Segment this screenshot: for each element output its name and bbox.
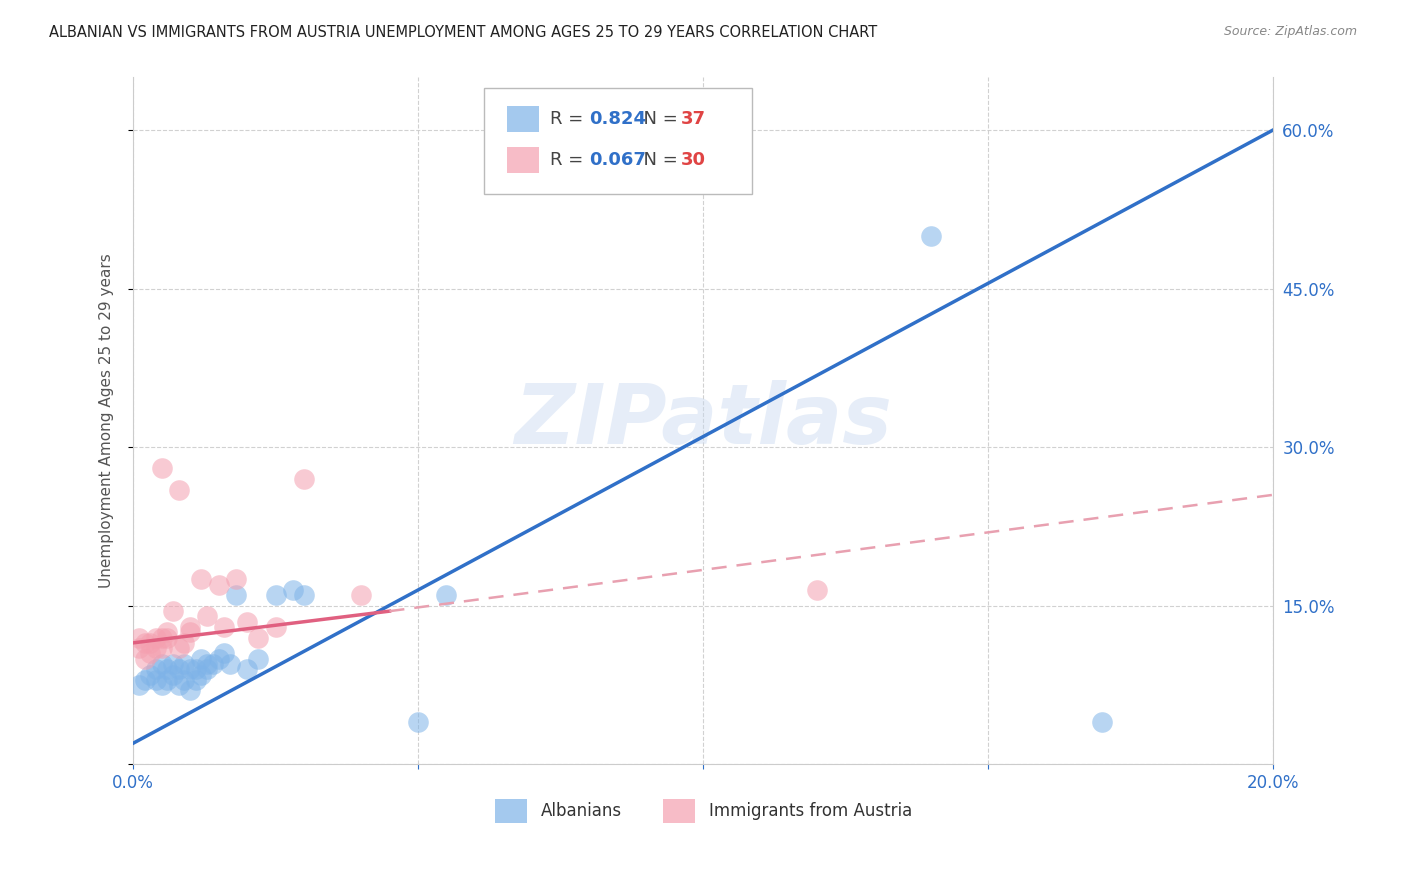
Text: R =: R =: [550, 151, 589, 169]
Point: [134, 651, 156, 665]
Text: 0.824: 0.824: [589, 110, 645, 128]
Point: [179, 683, 201, 698]
Point: [173, 673, 195, 687]
Point: [225, 588, 247, 602]
Point: [150, 641, 173, 656]
Point: [167, 483, 190, 497]
Point: [134, 636, 156, 650]
Point: [350, 588, 373, 602]
Point: [167, 678, 190, 692]
Text: Source: ZipAtlas.com: Source: ZipAtlas.com: [1223, 25, 1357, 38]
Point: [156, 631, 179, 645]
Point: [128, 631, 150, 645]
Point: [190, 667, 212, 681]
Text: 37: 37: [681, 110, 706, 128]
Point: [1091, 715, 1114, 730]
Point: [173, 657, 195, 671]
Point: [195, 657, 218, 671]
Point: [139, 647, 162, 661]
Point: [214, 620, 236, 634]
Point: [292, 588, 315, 602]
Point: [162, 667, 184, 681]
Text: ZIPatlas: ZIPatlas: [513, 380, 891, 461]
Point: [145, 641, 167, 656]
Point: [167, 641, 190, 656]
Point: [281, 582, 304, 597]
Point: [195, 662, 218, 676]
FancyBboxPatch shape: [484, 87, 752, 194]
Y-axis label: Unemployment Among Ages 25 to 29 years: Unemployment Among Ages 25 to 29 years: [100, 253, 114, 589]
Point: [145, 631, 167, 645]
Point: [207, 651, 229, 665]
Text: ALBANIAN VS IMMIGRANTS FROM AUSTRIA UNEMPLOYMENT AMONG AGES 25 TO 29 YEARS CORRE: ALBANIAN VS IMMIGRANTS FROM AUSTRIA UNEM…: [49, 25, 877, 40]
Point: [179, 620, 201, 634]
Point: [264, 620, 287, 634]
Text: N =: N =: [633, 151, 683, 169]
Point: [128, 641, 150, 656]
Point: [128, 678, 150, 692]
Point: [184, 673, 207, 687]
Point: [201, 657, 224, 671]
Point: [150, 657, 173, 671]
Point: [173, 636, 195, 650]
Point: [179, 625, 201, 640]
FancyBboxPatch shape: [664, 798, 695, 823]
Text: Immigrants from Austria: Immigrants from Austria: [709, 802, 911, 820]
Point: [195, 609, 218, 624]
Point: [150, 461, 173, 475]
Point: [920, 229, 942, 244]
Text: N =: N =: [633, 110, 683, 128]
Point: [219, 657, 242, 671]
Text: 30: 30: [681, 151, 706, 169]
Point: [145, 662, 167, 676]
FancyBboxPatch shape: [506, 105, 538, 132]
Point: [145, 673, 167, 687]
Point: [236, 615, 259, 629]
Point: [190, 651, 212, 665]
Text: 0.067: 0.067: [589, 151, 645, 169]
Point: [156, 673, 179, 687]
Point: [162, 657, 184, 671]
Point: [179, 662, 201, 676]
Point: [134, 673, 156, 687]
Point: [139, 636, 162, 650]
Point: [214, 647, 236, 661]
Point: [167, 662, 190, 676]
Point: [156, 662, 179, 676]
FancyBboxPatch shape: [506, 147, 538, 173]
Point: [225, 573, 247, 587]
Point: [436, 588, 458, 602]
FancyBboxPatch shape: [495, 798, 527, 823]
Point: [150, 678, 173, 692]
Point: [184, 662, 207, 676]
Point: [156, 625, 179, 640]
Text: Albanians: Albanians: [541, 802, 621, 820]
Point: [162, 604, 184, 618]
Point: [190, 573, 212, 587]
Point: [139, 667, 162, 681]
Point: [150, 631, 173, 645]
Point: [264, 588, 287, 602]
Point: [207, 578, 229, 592]
Point: [247, 651, 270, 665]
Point: [406, 715, 429, 730]
Point: [236, 662, 259, 676]
Point: [247, 631, 270, 645]
Point: [806, 582, 828, 597]
Point: [292, 472, 315, 486]
Text: R =: R =: [550, 110, 589, 128]
